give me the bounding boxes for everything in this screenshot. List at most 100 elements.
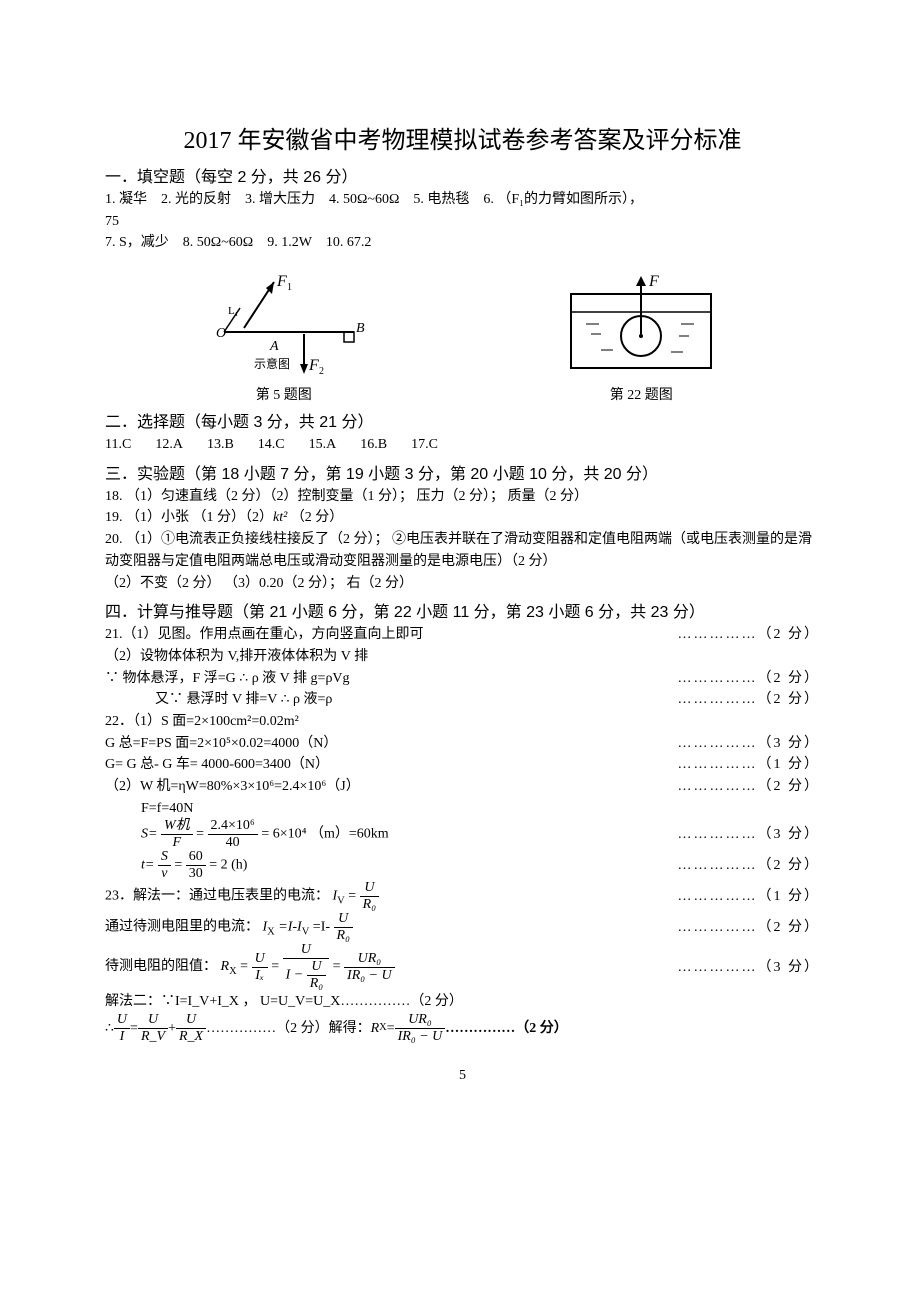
page-number: 5 — [105, 1068, 820, 1084]
l23e-n2: U — [138, 1013, 168, 1029]
svg-text:F: F — [308, 357, 319, 374]
l21c: ∵ 物体悬浮，F 浮=G ∴ ρ 液 V 排 g=ρVg ……………（2 分） — [105, 668, 820, 690]
l23a-n: U — [360, 881, 379, 897]
l23c-eq2: = — [271, 960, 282, 975]
l23e-dR: IR₀ − U — [395, 1029, 446, 1044]
svg-text:F: F — [276, 273, 287, 290]
l22f-lhs: S= — [141, 827, 157, 842]
l22g: t= Sv = 6030 = 2 (h) ……………（2 分） — [105, 850, 820, 881]
l22f-eq1: = — [196, 827, 207, 842]
l22g-tail: = 2 (h) — [209, 858, 247, 873]
l23b-subx: X — [267, 927, 275, 938]
l23e-pre: ∴ — [105, 1018, 114, 1040]
l23a-score: ……………（1 分） — [678, 886, 821, 908]
l23e-nR: UR₀ — [395, 1013, 446, 1029]
a16: 16.B — [360, 434, 387, 456]
l23c: 待测电阻的阻值： RX = UIₓ = U I − UR₀ = UR₀IR₀ −… — [105, 943, 820, 991]
l22f-n2: 2.4×10⁶ — [208, 819, 258, 835]
l22d-score: ……………（2 分） — [678, 776, 821, 798]
l19b: kt² — [273, 510, 287, 525]
l22c-text: G= G 总- G 车= 4000-600=3400（N） — [105, 754, 329, 776]
l22f: S= W机F = 2.4×10⁶40 = 6×10⁴ （m）=60km …………… — [105, 819, 820, 850]
l22e: F=f=40N — [105, 798, 820, 820]
l23c-sub: X — [229, 966, 237, 977]
svg-text:O: O — [216, 326, 226, 341]
l23c-eq: = — [240, 960, 248, 975]
fig5-label: 示意图 — [254, 356, 290, 371]
l23b-pre: 通过待测电阻里的电流： — [105, 920, 259, 935]
fig-q22: F 第 22 题图 — [541, 262, 741, 404]
l21a: 21.（1）见图。作用点画在重心，方向竖直向上即可 ……………（2 分） — [105, 624, 820, 646]
fig-q5: O F 1 L₁ A B F 2 示意图 — [184, 262, 384, 404]
l23a-sub: V — [337, 896, 345, 907]
l23c-n2: U — [283, 943, 330, 959]
l22g-d2: 30 — [186, 866, 206, 881]
l23e-score: ……………（2 分） — [445, 1018, 568, 1040]
l21d-text: 又∵ 悬浮时 V 排=V ∴ ρ 液=ρ — [105, 689, 332, 711]
sec1-line1-tail: 75 — [105, 211, 820, 233]
l23a: 23．解法一：通过电压表里的电流： IV = UR₀ ……………（1 分） — [105, 881, 820, 912]
fig22-caption: 第 22 题图 — [541, 384, 741, 404]
a15: 15.A — [309, 434, 337, 456]
l23e: ∴ UI = UR_V + UR_X ……………（2 分）解得： RX = UR… — [105, 1013, 820, 1044]
l22f-d1: F — [161, 835, 193, 850]
sec4-head: 四．计算与推导题（第 21 小题 6 分，第 22 小题 11 分，第 23 小… — [105, 598, 820, 622]
l21c-score: ……………（2 分） — [678, 668, 821, 690]
l22f-d2: 40 — [208, 835, 258, 850]
svg-text:1: 1 — [287, 282, 292, 293]
l23b-eq: =I- — [313, 920, 334, 935]
l22b: G 总=F=PS 面=2×10⁵×0.02=4000（N） ……………（3 分） — [105, 733, 820, 755]
svg-text:2: 2 — [319, 366, 324, 377]
sec1-head: 一．填空题（每空 2 分，共 26 分） — [105, 163, 820, 187]
l22a: 22．（1）S 面=2×100cm²=0.02m² — [105, 711, 820, 733]
l23c-d3: IR₀ − U — [344, 968, 395, 983]
a11: 11.C — [105, 434, 131, 456]
l23c-score: ……………（3 分） — [678, 957, 821, 979]
page-title: 2017 年安徽省中考物理模拟试卷参考答案及评分标准 — [105, 120, 820, 155]
q4: 4. 50Ω~60Ω — [329, 192, 399, 207]
l22g-eq1: = — [174, 858, 185, 873]
l22g-n2: 60 — [186, 850, 206, 866]
q7: 7. S，减少 — [105, 235, 169, 250]
svg-text:F: F — [648, 273, 659, 290]
q5: 5. 电热毯 — [413, 192, 469, 207]
l20b: （2）不变（2 分） （3）0.20（2 分）； 右（2 分） — [105, 573, 820, 595]
l23d: 解法二：∵I=I_V+I_X ， U=U_V=U_X……………（2 分） — [105, 991, 820, 1013]
l23b-mid: =I-I — [278, 920, 301, 935]
sec1-line1: 1. 凝华 2. 光的反射 3. 增大压力 4. 50Ω~60Ω 5. 电热毯 … — [105, 189, 820, 211]
l23e-sub: X — [379, 1020, 387, 1036]
l21c-text: ∵ 物体悬浮，F 浮=G ∴ ρ 液 V 排 g=ρVg — [105, 668, 350, 690]
a14: 14.C — [258, 434, 285, 456]
sec2-head: 二．选择题（每小题 3 分，共 21 分） — [105, 408, 820, 432]
l21d-score: ……………（2 分） — [678, 689, 821, 711]
l23b-d: R₀ — [334, 928, 353, 943]
l23c-d1: Iₓ — [252, 968, 268, 983]
l23e-lhs: R — [371, 1018, 380, 1040]
l22g-lhs: t= — [141, 858, 154, 873]
l23e-eq1: = — [130, 1018, 138, 1040]
l18: 18. （1）匀速直线（2 分）（2）控制变量（1 分）； 压力（2 分）； 质… — [105, 486, 820, 508]
l23c-lhs: R — [221, 960, 230, 975]
l22g-d1: v — [158, 866, 171, 881]
l23c-d2n: U — [307, 960, 326, 976]
a17: 17.C — [411, 434, 438, 456]
l23b-n: U — [334, 912, 353, 928]
l23b-subv: V — [302, 927, 310, 938]
q3: 3. 增大压力 — [245, 192, 315, 207]
l20a: 20. （1）①电流表正负接线柱接反了（2 分）； ②电压表并联在了滑动变阻器和… — [105, 529, 820, 572]
l23c-n1: U — [252, 952, 268, 968]
l23e-d2: R_V — [138, 1029, 168, 1044]
l22g-n1: S — [158, 850, 171, 866]
l23b: 通过待测电阻里的电流： IX =I-IV =I- UR₀ ……………（2 分） — [105, 912, 820, 943]
l23a-d: R₀ — [360, 897, 379, 912]
q2: 2. 光的反射 — [161, 192, 231, 207]
l23c-eq3: = — [333, 960, 344, 975]
sec2-answers: 11.C 12.A 13.B 14.C 15.A 16.B 17.C — [105, 434, 820, 456]
a13: 13.B — [207, 434, 234, 456]
l22f-score: ……………（3 分） — [678, 824, 821, 846]
q6: 6. （F₁的力臂如图所示）， — [483, 192, 643, 207]
l23e-n3: U — [176, 1013, 206, 1029]
l23e-plus: + — [168, 1018, 176, 1040]
l23c-d2d: R₀ — [307, 976, 326, 991]
svg-text:L₁: L₁ — [228, 305, 239, 317]
